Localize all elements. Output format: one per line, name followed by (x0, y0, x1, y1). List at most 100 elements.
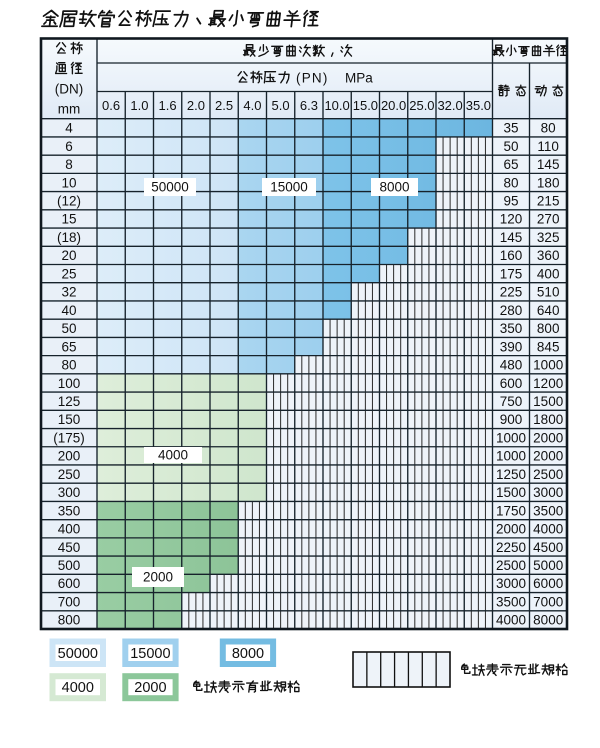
svg-text:7000: 7000 (533, 595, 563, 610)
svg-text:1000: 1000 (496, 449, 526, 464)
svg-text:1500: 1500 (533, 394, 563, 409)
svg-text:6: 6 (65, 139, 73, 154)
svg-text:80: 80 (61, 358, 76, 373)
svg-text:700: 700 (58, 595, 81, 610)
svg-text:600: 600 (500, 376, 523, 391)
svg-text:4000: 4000 (158, 448, 188, 463)
svg-text:50000: 50000 (58, 646, 98, 662)
svg-text:95: 95 (503, 194, 518, 209)
svg-text:50: 50 (61, 321, 76, 336)
svg-text:35: 35 (503, 121, 518, 136)
svg-text:(DN): (DN) (55, 81, 84, 96)
svg-text:10: 10 (61, 175, 76, 190)
svg-text:32.0: 32.0 (437, 98, 462, 113)
svg-text:145: 145 (537, 157, 560, 172)
svg-text:215: 215 (537, 194, 560, 209)
svg-text:1500: 1500 (496, 485, 526, 500)
svg-text:8: 8 (65, 157, 73, 172)
svg-text:1.6: 1.6 (159, 98, 177, 113)
svg-text:(PN): (PN) (296, 71, 329, 86)
svg-text:15.0: 15.0 (353, 98, 378, 113)
svg-text:2.0: 2.0 (187, 98, 205, 113)
svg-text:225: 225 (500, 285, 523, 300)
svg-text:65: 65 (503, 157, 518, 172)
svg-text:175: 175 (500, 266, 523, 281)
svg-text:1250: 1250 (496, 467, 526, 482)
svg-text:15000: 15000 (270, 180, 308, 195)
svg-text:35.0: 35.0 (466, 98, 491, 113)
svg-text:10.0: 10.0 (324, 98, 349, 113)
svg-text:3500: 3500 (533, 503, 563, 518)
svg-text:8000: 8000 (232, 646, 264, 662)
svg-text:15000: 15000 (130, 646, 170, 662)
svg-text:450: 450 (58, 540, 81, 555)
svg-text:(175): (175) (53, 430, 85, 445)
svg-text:40: 40 (61, 303, 76, 318)
svg-text:150: 150 (58, 412, 81, 427)
svg-text:480: 480 (500, 358, 523, 373)
svg-text:800: 800 (537, 321, 560, 336)
svg-text:4500: 4500 (533, 540, 563, 555)
svg-text:1000: 1000 (533, 358, 563, 373)
svg-text:4: 4 (65, 121, 73, 136)
svg-text:3500: 3500 (496, 595, 526, 610)
svg-text:1200: 1200 (533, 376, 563, 391)
svg-text:15: 15 (61, 212, 76, 227)
svg-text:845: 845 (537, 339, 560, 354)
svg-text:350: 350 (500, 321, 523, 336)
svg-text:4000: 4000 (533, 522, 563, 537)
svg-text:5000: 5000 (533, 558, 563, 573)
svg-text:32: 32 (61, 285, 76, 300)
svg-text:400: 400 (58, 522, 81, 537)
svg-text:4000: 4000 (62, 680, 94, 696)
svg-text:20.0: 20.0 (381, 98, 406, 113)
svg-text:125: 125 (58, 394, 81, 409)
svg-text:640: 640 (537, 303, 560, 318)
svg-text:750: 750 (500, 394, 523, 409)
svg-text:2000: 2000 (533, 430, 563, 445)
svg-text:250: 250 (58, 467, 81, 482)
svg-text:510: 510 (537, 285, 560, 300)
svg-text:300: 300 (58, 485, 81, 500)
svg-text:100: 100 (58, 376, 81, 391)
svg-text:2500: 2500 (496, 558, 526, 573)
svg-text:390: 390 (500, 339, 523, 354)
svg-text:110: 110 (537, 139, 559, 154)
svg-text:500: 500 (58, 558, 81, 573)
svg-text:4.0: 4.0 (243, 98, 261, 113)
svg-text:270: 270 (537, 212, 560, 227)
svg-text:145: 145 (500, 230, 523, 245)
svg-text:325: 325 (537, 230, 560, 245)
svg-text:2000: 2000 (496, 522, 526, 537)
svg-text:8000: 8000 (533, 613, 563, 628)
svg-text:2000: 2000 (134, 680, 166, 696)
svg-text:1000: 1000 (496, 430, 526, 445)
svg-text:8000: 8000 (379, 180, 409, 195)
svg-text:800: 800 (58, 613, 81, 628)
svg-text:2000: 2000 (533, 449, 563, 464)
svg-text:350: 350 (58, 503, 81, 518)
svg-text:2250: 2250 (496, 540, 526, 555)
svg-text:160: 160 (500, 248, 523, 263)
svg-text:1.0: 1.0 (130, 98, 148, 113)
svg-text:4000: 4000 (496, 613, 526, 628)
svg-text:0.6: 0.6 (102, 98, 120, 113)
svg-text:900: 900 (500, 412, 523, 427)
svg-text:mm: mm (58, 101, 81, 116)
svg-text:1750: 1750 (496, 503, 526, 518)
svg-text:(12): (12) (57, 194, 81, 209)
svg-text:3000: 3000 (496, 576, 526, 591)
svg-text:80: 80 (503, 175, 518, 190)
svg-text:280: 280 (500, 303, 523, 318)
svg-text:50000: 50000 (151, 180, 189, 195)
svg-text:5.0: 5.0 (272, 98, 290, 113)
svg-text:6000: 6000 (533, 576, 563, 591)
svg-text:25.0: 25.0 (409, 98, 434, 113)
svg-text:2000: 2000 (143, 570, 173, 585)
svg-text:6.3: 6.3 (300, 98, 318, 113)
svg-text:(18): (18) (57, 230, 81, 245)
svg-text:65: 65 (61, 339, 76, 354)
svg-text:400: 400 (537, 266, 560, 281)
svg-text:50: 50 (503, 139, 518, 154)
svg-text:2.5: 2.5 (215, 98, 233, 113)
